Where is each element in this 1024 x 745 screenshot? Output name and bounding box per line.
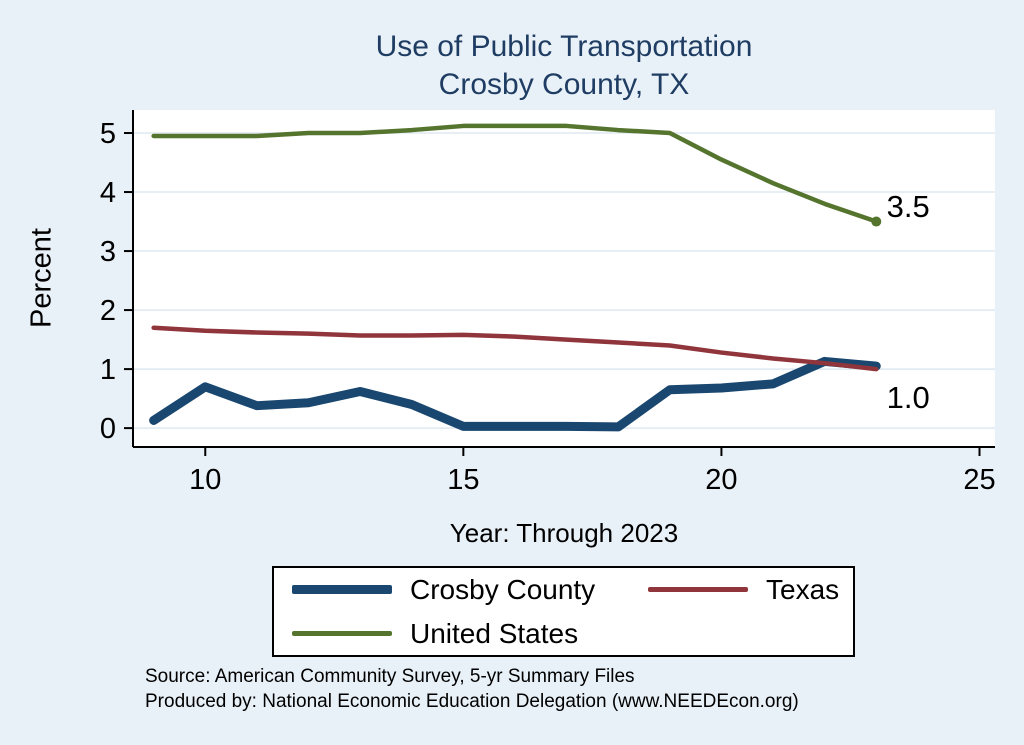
- legend-entry-united-states: United States: [292, 618, 648, 650]
- chart-title-line1: Use of Public Transportation: [375, 30, 753, 63]
- produced-by-line: Produced by: National Economic Education…: [145, 691, 799, 712]
- svg-text:3.5: 3.5: [887, 189, 930, 224]
- svg-text:0: 0: [100, 413, 116, 445]
- legend-entry-crosby-county: Crosby County: [292, 574, 648, 606]
- legend: Crosby County Texas United States: [272, 566, 855, 657]
- y-axis-label: Percent: [25, 228, 58, 328]
- chart-title-line2: Crosby County, TX: [438, 68, 690, 101]
- svg-text:1: 1: [100, 354, 116, 386]
- svg-text:3: 3: [100, 236, 116, 268]
- svg-text:10: 10: [189, 464, 221, 496]
- svg-text:20: 20: [705, 464, 737, 496]
- source-line: Source: American Community Survey, 5-yr …: [145, 666, 635, 687]
- legend-entry-texas: Texas: [648, 574, 839, 606]
- svg-text:2: 2: [100, 295, 116, 327]
- legend-label-united-states: United States: [410, 617, 579, 649]
- legend-swatch-united-states: [292, 631, 392, 636]
- legend-swatch-crosby-county: [292, 585, 392, 594]
- chart-title: Use of Public Transportation Crosby Coun…: [133, 28, 995, 104]
- svg-text:25: 25: [963, 464, 995, 496]
- x-axis-label: Year: Through 2023: [449, 518, 679, 548]
- svg-text:1.0: 1.0: [887, 380, 930, 415]
- legend-label-texas: Texas: [766, 573, 840, 605]
- svg-text:5: 5: [100, 118, 116, 150]
- source-notes: Source: American Community Survey, 5-yr …: [145, 664, 799, 714]
- legend-label-crosby-county: Crosby County: [410, 573, 596, 605]
- svg-text:15: 15: [447, 464, 479, 496]
- svg-text:4: 4: [100, 177, 116, 209]
- legend-swatch-texas: [648, 587, 748, 592]
